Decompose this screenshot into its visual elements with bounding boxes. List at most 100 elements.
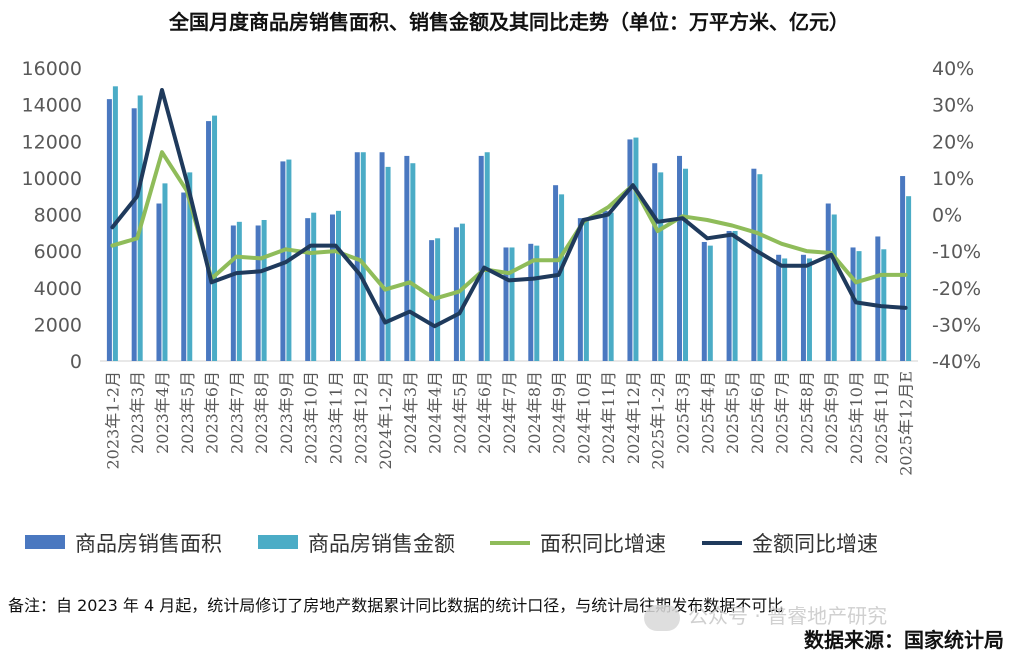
area-bar bbox=[305, 218, 311, 361]
x-tick-label: 2024年9月 bbox=[550, 371, 569, 454]
amount-bar bbox=[534, 245, 540, 361]
y-right-tick-label: -10% bbox=[932, 241, 981, 263]
y-left-tick-label: 4000 bbox=[34, 278, 82, 300]
amount-bar bbox=[236, 221, 242, 361]
amount-bar bbox=[335, 210, 341, 361]
area-bar bbox=[776, 254, 782, 361]
x-tick-label: 2023年9月 bbox=[277, 371, 296, 454]
x-tick-label: 2023年6月 bbox=[203, 371, 222, 454]
x-tick-label: 2023年7月 bbox=[227, 371, 246, 454]
amount-bar bbox=[707, 245, 713, 361]
x-tick-label: 2025年9月 bbox=[822, 371, 841, 454]
x-tick-label: 2024年8月 bbox=[525, 371, 544, 454]
legend-amount-yoy-label: 金额同比增速 bbox=[752, 532, 878, 556]
area-bar bbox=[429, 240, 435, 361]
amount-bar bbox=[261, 219, 267, 361]
x-tick-label: 2025年7月 bbox=[773, 371, 792, 454]
amount-bar bbox=[484, 152, 490, 361]
x-tick-label: 2025年12月E bbox=[897, 371, 916, 476]
x-tick-label: 2023年12月 bbox=[351, 371, 370, 464]
area-bar bbox=[379, 152, 385, 361]
x-tick-label: 2025年6月 bbox=[748, 371, 767, 454]
y-left-tick-label: 8000 bbox=[34, 205, 82, 227]
area-yoy-line bbox=[110, 150, 908, 301]
wechat-icon bbox=[644, 604, 680, 631]
area-bar bbox=[230, 225, 236, 361]
amount-bar bbox=[311, 212, 317, 361]
area-bar bbox=[726, 230, 732, 361]
amount-bar bbox=[162, 183, 168, 361]
legend-area-bar-swatch bbox=[25, 535, 65, 549]
x-tick-label: 2023年1-2月 bbox=[103, 371, 122, 470]
y-left-tick-label: 14000 bbox=[22, 95, 82, 117]
area-bar bbox=[255, 225, 261, 361]
combo-chart: 0 2000 4000 6000 8000 10000 12000 14000 16000 -40… bbox=[22, 58, 982, 556]
x-tick-label: 2024年5月 bbox=[450, 371, 469, 454]
x-tick-label: 2023年3月 bbox=[128, 371, 147, 454]
x-tick-label: 2025年5月 bbox=[723, 371, 742, 454]
x-tick-label: 2023年5月 bbox=[178, 371, 197, 454]
amount-bar bbox=[806, 258, 812, 361]
area-bar bbox=[577, 218, 583, 361]
y-right-tick-label: 0% bbox=[932, 205, 962, 227]
y-left-tick-label: 6000 bbox=[34, 241, 82, 263]
y-right-tick-label: 40% bbox=[932, 58, 974, 80]
amount-bar bbox=[633, 137, 639, 361]
x-tick-label: 2023年4月 bbox=[153, 371, 172, 454]
y-left-tick-label: 16000 bbox=[22, 58, 82, 80]
x-tick-label: 2024年4月 bbox=[426, 371, 445, 454]
legend-area-bar-label: 商品房销售面积 bbox=[75, 532, 222, 556]
amount-bar bbox=[757, 174, 763, 361]
amount-bar bbox=[559, 194, 565, 361]
amount-bar bbox=[187, 172, 193, 361]
watermark: 公众号 · 普睿地产研究 bbox=[644, 600, 1004, 631]
x-tick-label: 2023年10月 bbox=[302, 371, 321, 464]
amount-bar bbox=[658, 172, 664, 361]
x-tick-label: 2025年8月 bbox=[797, 371, 816, 454]
watermark-text: 公众号 · 普睿地产研究 bbox=[688, 604, 888, 628]
area-bar bbox=[404, 155, 410, 361]
y-right-tick-label: 10% bbox=[932, 168, 974, 190]
area-bar bbox=[701, 241, 707, 361]
amount-bar bbox=[608, 212, 614, 361]
x-tick-label: 2023年8月 bbox=[252, 371, 271, 454]
data-source: 数据来源：国家统计局 bbox=[804, 628, 1004, 652]
amount-bar bbox=[732, 230, 738, 361]
x-tick-label: 2025年11月 bbox=[872, 371, 891, 464]
amount-bar bbox=[360, 152, 366, 361]
y-right-tick-label: -30% bbox=[932, 314, 981, 336]
y-right-tick-label: 20% bbox=[932, 131, 974, 153]
chart-title: 全国月度商品房销售面积、销售金额及其同比走势（单位：万平方米、亿元） bbox=[169, 10, 849, 34]
x-tick-label: 2025年1-2月 bbox=[649, 371, 668, 470]
amount-bar bbox=[782, 258, 788, 361]
x-tick-label: 2025年10月 bbox=[847, 371, 866, 464]
legend: 商品房销售面积 商品房销售金额 面积同比增速 金额同比增速 bbox=[25, 532, 878, 556]
area-bar bbox=[850, 247, 856, 361]
area-bar bbox=[156, 203, 162, 361]
x-tick-label: 2024年11月 bbox=[599, 371, 618, 464]
x-tick-label: 2024年6月 bbox=[475, 371, 494, 454]
area-bar bbox=[131, 108, 137, 361]
y-right-tick-label: 30% bbox=[932, 95, 974, 117]
area-bar bbox=[106, 99, 112, 361]
amount-bar bbox=[385, 166, 391, 361]
area-bar bbox=[627, 139, 633, 361]
x-tick-label: 2025年4月 bbox=[698, 371, 717, 454]
x-tick-label: 2024年10月 bbox=[574, 371, 593, 464]
legend-amount-bar-swatch bbox=[258, 535, 298, 549]
area-bar bbox=[825, 203, 831, 361]
area-bar bbox=[602, 210, 608, 361]
amount-bar bbox=[509, 247, 515, 361]
x-tick-label: 2025年3月 bbox=[674, 371, 693, 454]
y-left-tick-label: 10000 bbox=[22, 168, 82, 190]
area-bar bbox=[800, 254, 806, 361]
amount-yoy-line bbox=[110, 88, 908, 329]
amount-bar bbox=[906, 196, 912, 361]
x-tick-label: 2024年3月 bbox=[401, 371, 420, 454]
amount-bar bbox=[459, 223, 465, 361]
footnote: 备注：自 2023 年 4 月起，统计局修订了房地产数据累计同比数据的统计口径，… bbox=[8, 596, 784, 615]
area-bar bbox=[751, 168, 757, 361]
bar-series bbox=[106, 86, 912, 361]
y-right-tick-label: -20% bbox=[932, 278, 981, 300]
amount-bar bbox=[410, 163, 416, 361]
